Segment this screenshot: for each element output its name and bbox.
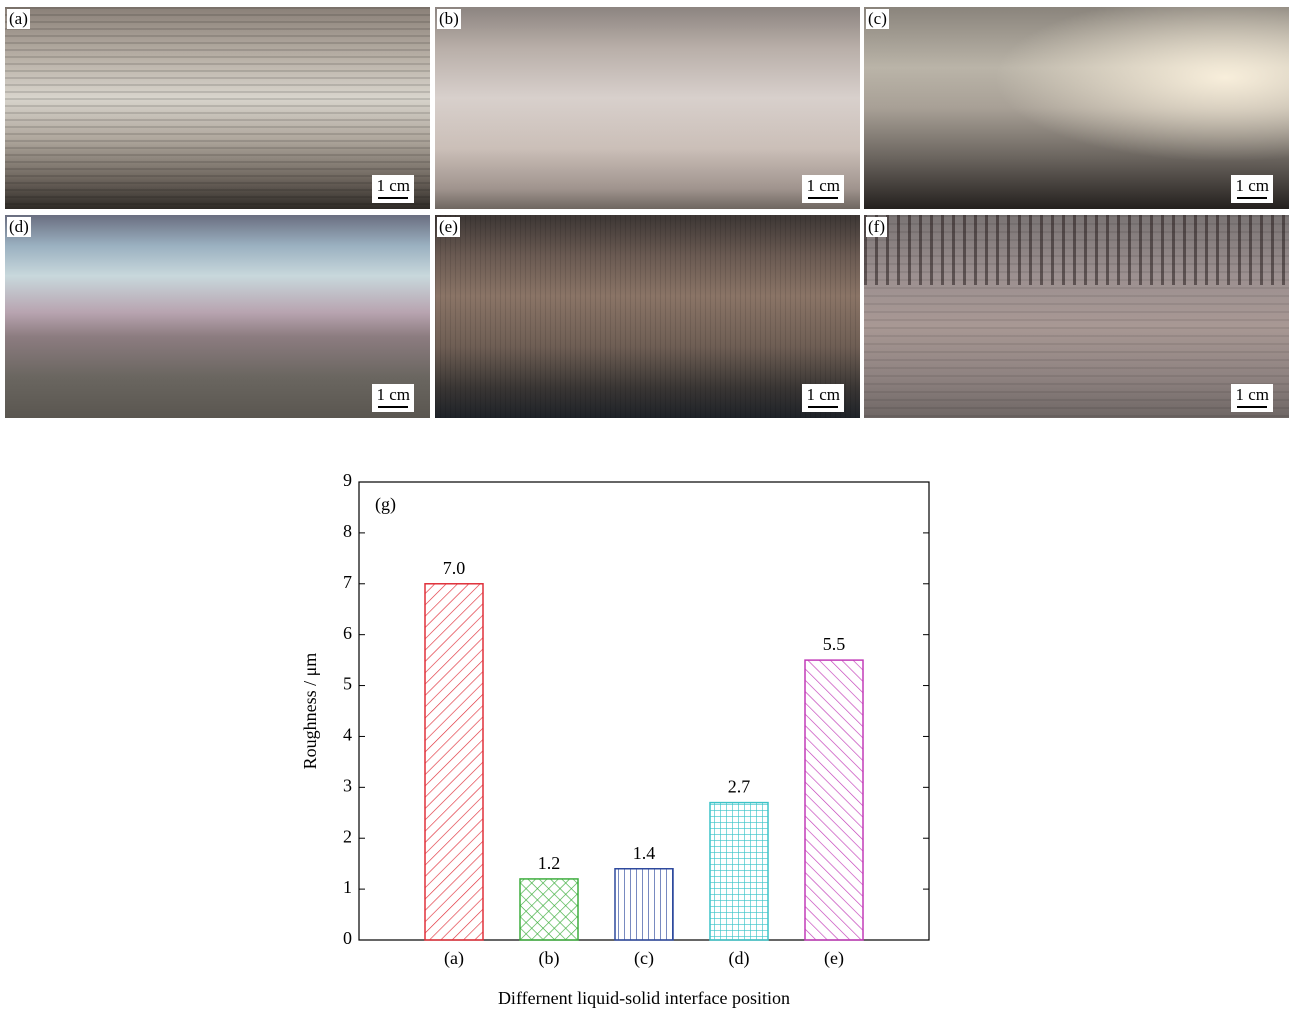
y-tick-label: 3 — [343, 775, 352, 795]
y-tick-label: 8 — [343, 521, 352, 541]
photo: (c) 1 cm — [864, 7, 1289, 209]
scale-bar: 1 cm — [1231, 175, 1273, 203]
photo: (f) 1 cm — [864, 215, 1289, 418]
photo: (b) 1 cm — [435, 7, 860, 209]
bar — [425, 584, 483, 940]
bar — [710, 803, 768, 940]
photo-label: (f) — [866, 217, 887, 237]
scale-bar: 1 cm — [372, 384, 414, 412]
y-tick-label: 0 — [343, 928, 352, 948]
y-tick-label: 7 — [343, 572, 352, 592]
y-axis-label: Roughness / μm — [300, 653, 320, 770]
y-tick-label: 9 — [343, 470, 352, 490]
panel-label: (g) — [375, 494, 396, 515]
photo-label: (b) — [437, 9, 461, 29]
value-label: 7.0 — [443, 558, 466, 578]
value-label: 1.2 — [538, 853, 561, 873]
scale-label: 1 cm — [1235, 384, 1269, 406]
scale-label: 1 cm — [1235, 175, 1269, 197]
y-tick-label: 4 — [343, 725, 352, 745]
y-tick-label: 6 — [343, 623, 352, 643]
x-tick-label: (d) — [729, 948, 750, 969]
scale-bar: 1 cm — [372, 175, 414, 203]
plot-frame — [359, 482, 929, 940]
value-label: 2.7 — [728, 777, 751, 797]
scale-label: 1 cm — [806, 175, 840, 197]
photo-label: (a) — [7, 9, 30, 29]
scale-bar: 1 cm — [802, 175, 844, 203]
y-tick-label: 5 — [343, 674, 352, 694]
photo-label: (d) — [7, 217, 31, 237]
x-tick-label: (c) — [634, 948, 654, 969]
page: {"photos": [ {"label": "(a)", "scale": "… — [0, 0, 1291, 1015]
y-tick-label: 2 — [343, 826, 352, 846]
x-axis-label: Differnent liquid-solid interface positi… — [498, 988, 790, 1008]
scale-label: 1 cm — [376, 384, 410, 406]
scale-label: 1 cm — [376, 175, 410, 197]
bar — [805, 660, 863, 940]
x-tick-label: (a) — [444, 948, 464, 969]
bar — [520, 879, 578, 940]
scale-label: 1 cm — [806, 384, 840, 406]
scale-bar: 1 cm — [1231, 384, 1273, 412]
scale-bar: 1 cm — [802, 384, 844, 412]
y-tick-label: 1 — [343, 877, 352, 897]
x-tick-label: (e) — [824, 948, 844, 969]
photo: (d) 1 cm — [5, 215, 430, 418]
bar — [615, 869, 673, 940]
photo: (e) 1 cm — [435, 215, 860, 418]
photo-label: (c) — [866, 9, 889, 29]
value-label: 1.4 — [633, 843, 656, 863]
photo-label: (e) — [437, 217, 460, 237]
photo: (a) 1 cm — [5, 7, 430, 209]
value-label: 5.5 — [823, 634, 846, 654]
x-tick-label: (b) — [539, 948, 560, 969]
